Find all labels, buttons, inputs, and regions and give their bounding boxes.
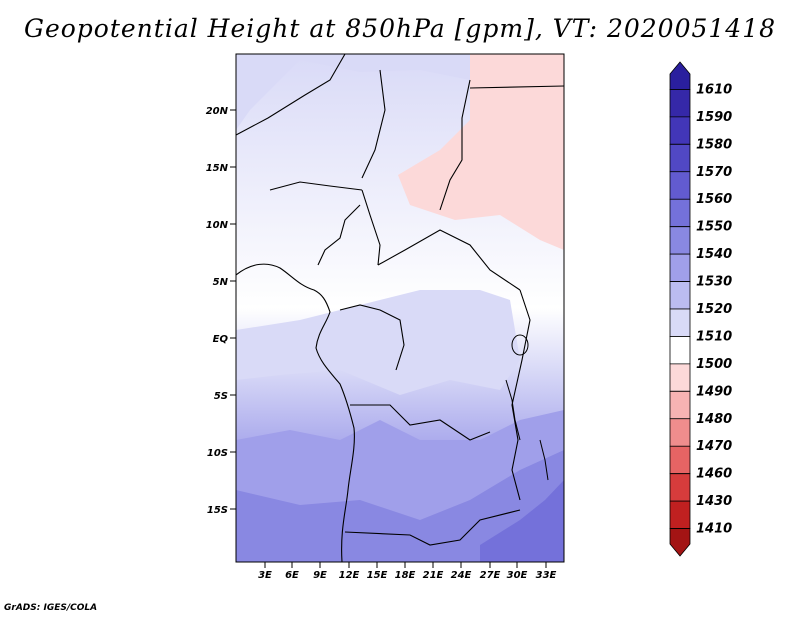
lake-malawi bbox=[539, 439, 549, 481]
lon-label: 33E bbox=[536, 570, 557, 581]
lat-label: EQ bbox=[213, 334, 229, 345]
lat-tick-marks bbox=[230, 109, 236, 510]
colorbar-swatch bbox=[669, 116, 691, 145]
lon-label: 9E bbox=[313, 570, 327, 581]
lake-tanganyika bbox=[505, 379, 521, 441]
lat-label: 5N bbox=[213, 277, 229, 288]
colorbar-label: 1560 bbox=[696, 192, 732, 207]
colorbar-label: 1490 bbox=[696, 384, 732, 399]
colorbar-label: 1550 bbox=[696, 220, 732, 235]
colorbar-label: 1610 bbox=[696, 82, 732, 97]
colorbar-swatch bbox=[669, 445, 691, 475]
colorbar-swatch bbox=[669, 226, 691, 255]
lon-label: 15E bbox=[367, 570, 388, 581]
colorbar-swatch bbox=[669, 473, 691, 502]
colorbar: 1610 1590 1580 1570 1560 1550 1540 1530 1520 1510… bbox=[669, 61, 732, 557]
colorbar-label: 1590 bbox=[696, 110, 732, 125]
colorbar-swatch bbox=[669, 89, 691, 118]
colorbar-swatch bbox=[669, 418, 691, 447]
map-title: Geopotential Height at 850hPa [gpm], VT:… bbox=[23, 14, 777, 43]
lat-label: 15S bbox=[207, 505, 228, 516]
lat-labels: 20N 15N 10N 5N EQ 5S 10S 15S bbox=[206, 106, 229, 516]
colorbar-label: 1540 bbox=[696, 247, 732, 262]
colorbar-swatch bbox=[669, 253, 691, 282]
lat-label: 20N bbox=[206, 106, 229, 117]
lat-label: 10S bbox=[207, 448, 228, 459]
border-congo-drc bbox=[339, 304, 405, 371]
border-chad-car bbox=[361, 189, 381, 266]
lon-label: 24E bbox=[451, 570, 472, 581]
map-frame bbox=[235, 53, 565, 563]
colorbar-label: 1460 bbox=[696, 467, 732, 482]
field-central-lavender bbox=[236, 290, 520, 395]
colorbar-swatch bbox=[669, 143, 691, 173]
colorbar-label: 1470 bbox=[696, 439, 732, 454]
colorbar-swatch bbox=[669, 500, 691, 529]
colorbar-label: 1430 bbox=[696, 494, 732, 509]
colorbar-swatch bbox=[669, 61, 691, 90]
colorbar-label: 1410 bbox=[696, 522, 732, 537]
border-nigeria-niger bbox=[269, 181, 363, 191]
colorbar-swatch bbox=[669, 308, 691, 337]
lon-label: 12E bbox=[339, 570, 360, 581]
lon-labels: 3E 6E 9E 12E 15E 18E 21E 24E 27E 30E 33E bbox=[258, 570, 556, 581]
border-sudan-west bbox=[439, 79, 471, 211]
lat-label: 10N bbox=[206, 220, 229, 231]
lat-label: 5S bbox=[214, 391, 228, 402]
field-south-deep bbox=[236, 450, 564, 562]
country-borders bbox=[236, 54, 564, 562]
border-nigeria-cameroon bbox=[317, 204, 361, 266]
field-southeast-deepest bbox=[480, 480, 564, 562]
colorbar-swatch bbox=[669, 336, 691, 365]
lon-label: 27E bbox=[480, 570, 501, 581]
colorbar-swatch bbox=[669, 363, 691, 392]
colorbar-swatch bbox=[669, 171, 691, 200]
lon-label: 3E bbox=[258, 570, 272, 581]
colorbar-label: 1510 bbox=[696, 329, 732, 344]
colorbar-label: 1480 bbox=[696, 412, 732, 427]
coastline-west bbox=[236, 263, 355, 562]
lakes bbox=[505, 334, 549, 481]
colorbar-swatch bbox=[669, 281, 691, 310]
colorbar-label: 1580 bbox=[696, 137, 732, 152]
colorbar-label: 1520 bbox=[696, 302, 732, 317]
grads-credit: GrADS: IGES/COLA bbox=[4, 603, 98, 613]
border-east-africa bbox=[511, 289, 531, 501]
colorbar-label: 1530 bbox=[696, 275, 732, 290]
lon-label: 6E bbox=[285, 570, 299, 581]
colorbar-label: 1500 bbox=[696, 357, 732, 372]
border-libya-chad bbox=[361, 69, 386, 179]
lon-label: 18E bbox=[395, 570, 416, 581]
border-egypt-sudan bbox=[469, 85, 564, 89]
height-field bbox=[236, 54, 564, 562]
colorbar-swatch bbox=[669, 528, 691, 557]
colorbar-swatch bbox=[669, 198, 691, 228]
border-angola-zambia bbox=[344, 509, 521, 546]
colorbar-swatch bbox=[669, 390, 691, 420]
lon-tick-marks bbox=[264, 562, 547, 568]
border-drc-south bbox=[350, 404, 491, 441]
border-car-south bbox=[377, 229, 521, 291]
lat-label: 15N bbox=[206, 163, 229, 174]
lon-label: 30E bbox=[507, 570, 528, 581]
lake-victoria bbox=[511, 334, 529, 356]
field-northeast-pink bbox=[398, 54, 564, 250]
border-sahel-north bbox=[236, 54, 346, 136]
lon-label: 21E bbox=[423, 570, 444, 581]
colorbar-label: 1570 bbox=[696, 165, 732, 180]
